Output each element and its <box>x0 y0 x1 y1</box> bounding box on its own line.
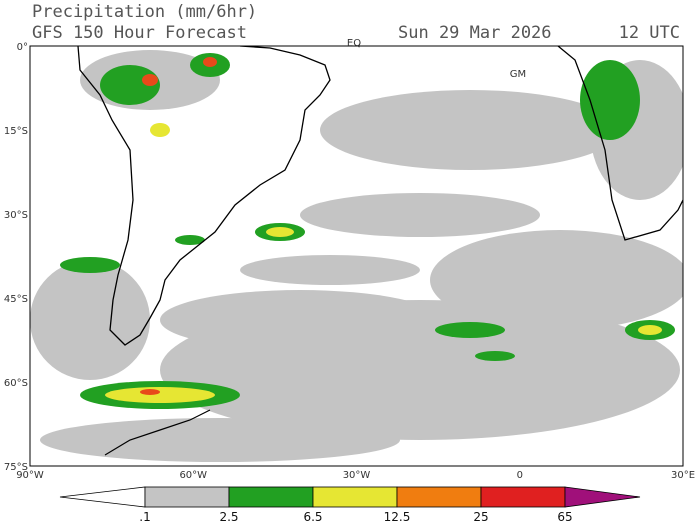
colorbar-labels: .1 2.5 6.5 12.5 25 65 <box>139 510 572 524</box>
lon-label: 30°W <box>343 470 371 481</box>
meridian-label: GM <box>510 69 526 80</box>
lat-label: 30°S <box>4 210 28 221</box>
colorbar <box>59 486 641 508</box>
south-america-coast <box>77 46 331 346</box>
equator-label: EQ <box>347 38 361 49</box>
lat-label: 60°S <box>4 378 28 389</box>
lon-labels: 90°W 60°W 30°W 0 30°E <box>16 470 695 481</box>
lat-labels: 0° 15°S 30°S 45°S 60°S 75°S <box>4 42 28 473</box>
precip-heavy <box>60 53 675 409</box>
subtitle: GFS 150 Hour Forecast <box>32 23 247 43</box>
lat-label: 75°S <box>4 462 28 473</box>
colorbar-label: 65 <box>557 510 572 524</box>
colorbar-label: 6.5 <box>303 510 322 524</box>
lat-label: 15°S <box>4 126 28 137</box>
colorbar-label: 12.5 <box>384 510 411 524</box>
title: Precipitation (mm/6hr) <box>32 2 257 22</box>
time: 12 UTC <box>619 23 680 43</box>
colorbar-label: 25 <box>473 510 488 524</box>
lon-label: 30°E <box>671 470 695 481</box>
africa-coast <box>557 46 683 241</box>
lat-label: 45°S <box>4 294 28 305</box>
lat-label: 0° <box>17 42 28 53</box>
colorbar-label: .1 <box>139 510 150 524</box>
lon-label: 0 <box>517 470 523 481</box>
antarctica-coast <box>104 409 211 456</box>
colorbar-label: 2.5 <box>219 510 238 524</box>
lon-label: 90°W <box>16 470 44 481</box>
map-area <box>30 46 683 466</box>
map-frame <box>29 45 684 467</box>
lon-label: 60°W <box>179 470 207 481</box>
date: Sun 29 Mar 2026 <box>398 23 552 43</box>
